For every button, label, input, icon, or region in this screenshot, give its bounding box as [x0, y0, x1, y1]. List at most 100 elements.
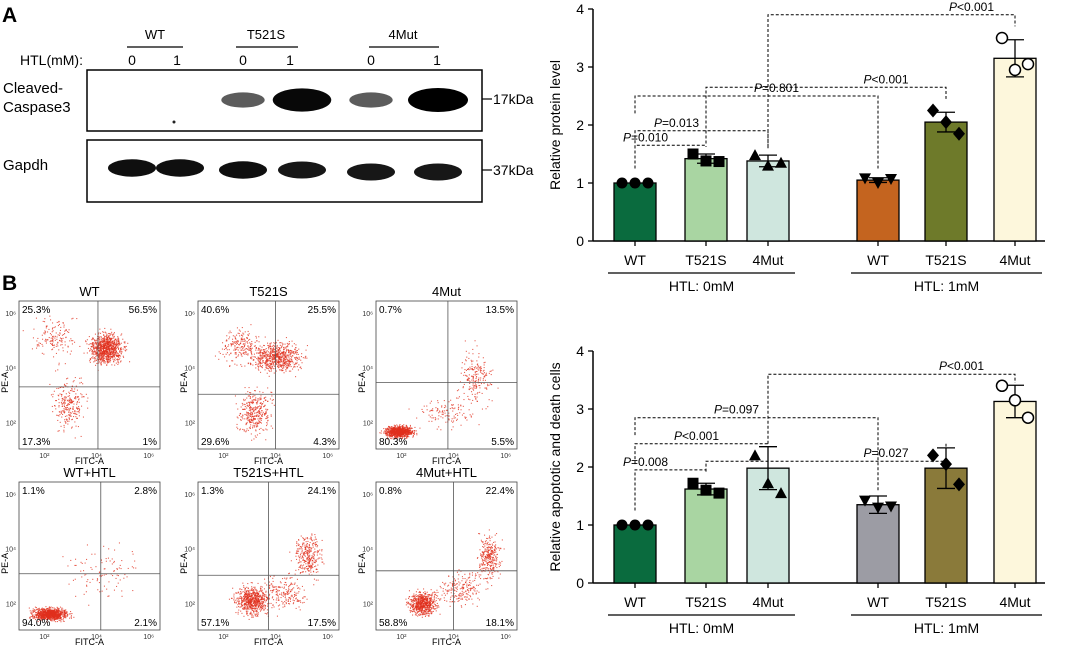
flow-event: [258, 357, 260, 359]
flow-event: [236, 327, 238, 329]
flow-event: [273, 357, 275, 359]
flow-event: [100, 342, 102, 344]
flow-event: [289, 362, 291, 364]
flow-event: [276, 350, 278, 352]
flow-event: [252, 395, 254, 397]
flow-event: [251, 351, 253, 353]
flow-event: [101, 562, 103, 564]
flow-event: [483, 364, 485, 366]
flow-event: [261, 363, 263, 365]
protein-2-label: Gapdh: [3, 157, 48, 174]
flow-event: [226, 352, 228, 354]
flow-event: [74, 413, 76, 415]
flow-event: [486, 387, 488, 389]
flow-event: [110, 355, 112, 357]
flow-event: [386, 434, 388, 436]
flow-event: [281, 364, 283, 366]
flow-event: [32, 611, 34, 613]
flow-event: [265, 439, 267, 441]
flow-event: [240, 406, 242, 408]
flow-event: [281, 355, 283, 357]
flow-event: [53, 617, 55, 619]
flow-event: [264, 336, 266, 338]
flow-event: [232, 343, 234, 345]
flow-event: [246, 404, 248, 406]
flow-event: [37, 611, 39, 613]
flow-event: [224, 345, 226, 347]
flow-event: [65, 385, 67, 387]
flow-event: [439, 410, 441, 412]
flow-event: [280, 361, 282, 363]
flow-event: [114, 359, 116, 361]
flow-event: [49, 614, 51, 616]
panel-a-blot: A WT T521S 4Mut HTL(mM): 0 1 0 1 0 1 Cle…: [2, 4, 534, 203]
flow-event: [391, 428, 393, 430]
flow-event: [45, 610, 47, 612]
flow-event: [256, 415, 258, 417]
flow-event: [73, 412, 75, 414]
flow-event: [100, 353, 102, 355]
flow-event: [271, 351, 273, 353]
quadrant-ul-value: 25.3%: [22, 305, 50, 316]
flow-event: [290, 360, 292, 362]
flow-event: [468, 409, 470, 411]
flow-event: [258, 418, 260, 420]
flow-event: [98, 350, 100, 352]
flow-event: [42, 608, 44, 610]
flow-event: [255, 426, 257, 428]
flow-event: [265, 361, 267, 363]
flow-event: [120, 347, 122, 349]
flow-event: [404, 426, 406, 428]
flow-event: [236, 347, 238, 349]
flow-event: [432, 410, 434, 412]
flow-event: [65, 418, 67, 420]
flow-event: [250, 397, 252, 399]
flow-event: [271, 391, 273, 393]
flow-event: [267, 344, 269, 346]
flow-event: [59, 619, 61, 621]
flow-event: [259, 362, 261, 364]
flow-event: [278, 357, 280, 359]
flow-event: [259, 408, 261, 410]
flow-event: [243, 340, 245, 342]
flow-event: [396, 433, 398, 435]
flow-event: [282, 355, 284, 357]
flow-event: [60, 338, 62, 340]
flow-event: [485, 408, 487, 410]
flow-event: [33, 610, 35, 612]
flow-event: [45, 615, 47, 617]
flow-event: [66, 405, 68, 407]
flow-event: [407, 429, 409, 431]
flow-event: [115, 348, 117, 350]
flow-event: [48, 614, 50, 616]
flow-event: [476, 360, 478, 362]
flow-event: [53, 390, 55, 392]
flow-event: [131, 566, 133, 568]
flow-event: [119, 350, 121, 352]
flow-event: [395, 428, 397, 430]
flow-event: [104, 350, 106, 352]
flow-event: [76, 406, 78, 408]
flow-event: [292, 362, 294, 364]
flow-event: [70, 615, 72, 617]
flow-plot-events: [28, 542, 137, 623]
flow-event: [265, 366, 267, 368]
flow-event: [121, 560, 123, 562]
flow-event: [39, 609, 41, 611]
flow-event: [62, 322, 64, 324]
flow-event: [484, 379, 486, 381]
flow-event: [107, 345, 109, 347]
flow-event: [70, 408, 72, 410]
flow-event: [399, 432, 401, 434]
flow-event: [242, 335, 244, 337]
flow-event: [296, 366, 298, 368]
gapdh-band: [156, 159, 204, 177]
flow-event: [462, 387, 464, 389]
flow-event: [464, 363, 466, 365]
flow-event: [92, 338, 94, 340]
flow-event: [69, 399, 71, 401]
flow-event: [71, 402, 73, 404]
flow-event: [101, 360, 103, 362]
flow-event: [54, 405, 56, 407]
flow-event: [71, 343, 73, 345]
